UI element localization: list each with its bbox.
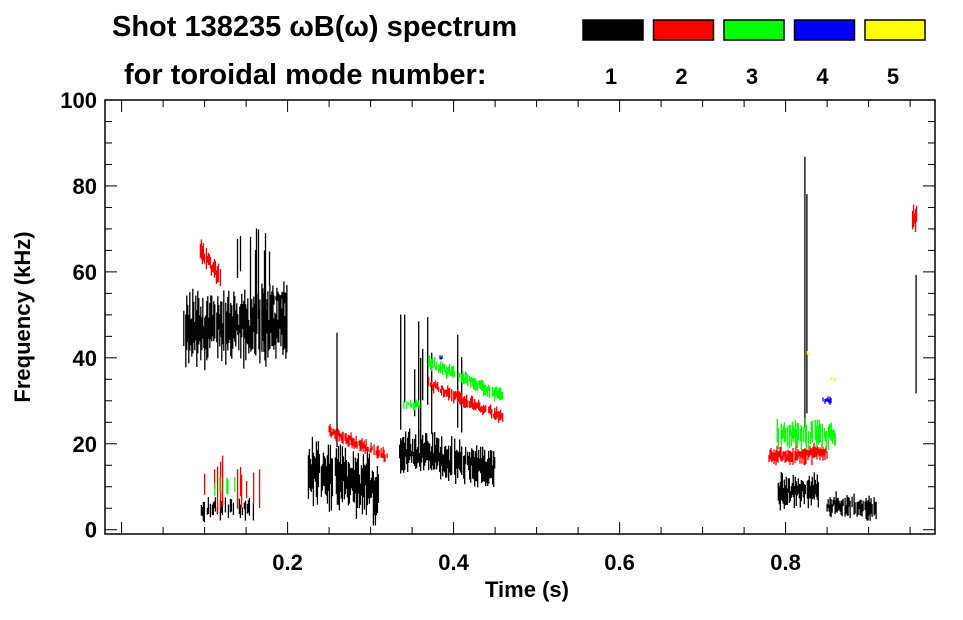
y-tick-label: 40 [73, 346, 97, 371]
x-tick-label: 0.2 [272, 550, 303, 575]
y-tick-label: 0 [85, 518, 97, 543]
x-tick-label: 0.8 [770, 550, 801, 575]
y-tick-label: 100 [60, 88, 97, 113]
legend: 1 2 3 4 5 [582, 19, 926, 89]
x-tick-label: 0.6 [604, 550, 635, 575]
chart-title: Shot 138235 ωB(ω) spectrum [112, 11, 517, 43]
y-tick-label: 20 [73, 432, 97, 457]
y-tick-label: 80 [73, 174, 97, 199]
legend-swatch-mode-3 [723, 19, 785, 41]
legend-label-mode-4: 4 [816, 64, 829, 89]
legend-swatch-mode-5 [864, 19, 926, 41]
legend-label-mode-5: 5 [887, 64, 899, 89]
axes: 0.2 0.4 0.6 0.8 0 20 40 60 80 100 [60, 88, 935, 575]
y-axis-label: Frequency (kHz) [10, 231, 35, 402]
spectrogram-marks [183, 156, 918, 526]
chart-subtitle: for toroidal mode number: [124, 59, 487, 91]
legend-label-mode-2: 2 [675, 64, 687, 89]
y-tick-label: 60 [73, 260, 97, 285]
plot-frame [104, 99, 936, 535]
legend-swatch-mode-4 [793, 19, 856, 41]
legend-swatch-mode-2 [652, 19, 715, 41]
legend-swatch-mode-1 [582, 19, 644, 41]
x-tick-label: 0.4 [438, 550, 469, 575]
legend-label-mode-3: 3 [746, 64, 758, 89]
x-axis-label: Time (s) [485, 577, 569, 602]
legend-label-mode-1: 1 [605, 64, 617, 89]
